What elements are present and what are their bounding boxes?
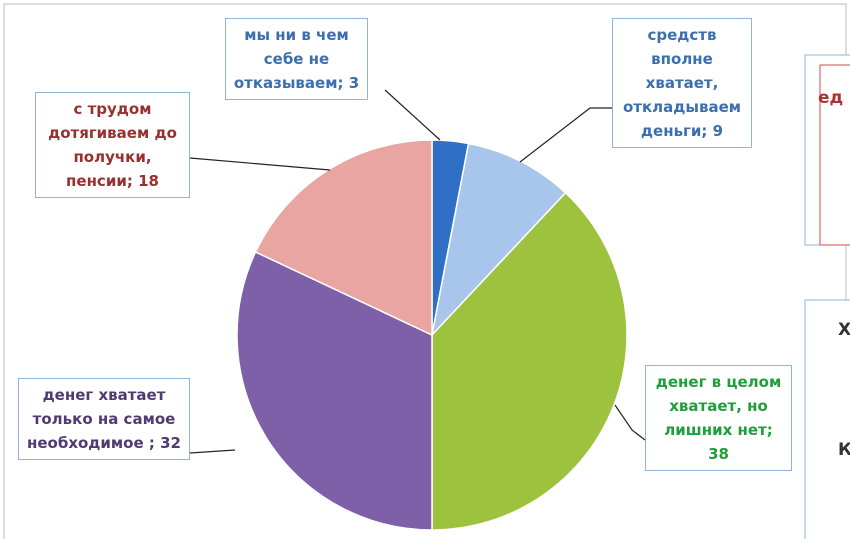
data-label: денег хватает только на самое необходимо… (18, 378, 190, 460)
leader-line (189, 449, 236, 454)
clipped-text: К (838, 440, 850, 460)
data-label: денег в целом хватает, но лишних нет; 38 (645, 365, 792, 471)
chart-frame (3, 3, 847, 539)
data-label: средств вполне хватает, откладываем день… (612, 18, 752, 148)
clipped-text: Х (838, 320, 850, 340)
data-label: с трудом дотягиваем до получки, пенсии; … (35, 92, 190, 198)
clipped-text: ед (818, 88, 844, 108)
leader-lines (189, 89, 646, 454)
pie-slice (236, 250, 433, 531)
pie-slice (431, 191, 628, 531)
leader-line (384, 89, 441, 141)
side-panel (804, 299, 850, 539)
leader-line (614, 404, 646, 441)
pie-slice (254, 139, 433, 337)
side-box (819, 64, 850, 246)
leader-line (519, 107, 612, 163)
data-label: мы ни в чем себе не отказываем; 3 (225, 18, 368, 100)
pie (236, 139, 628, 531)
leader-line (189, 157, 331, 171)
